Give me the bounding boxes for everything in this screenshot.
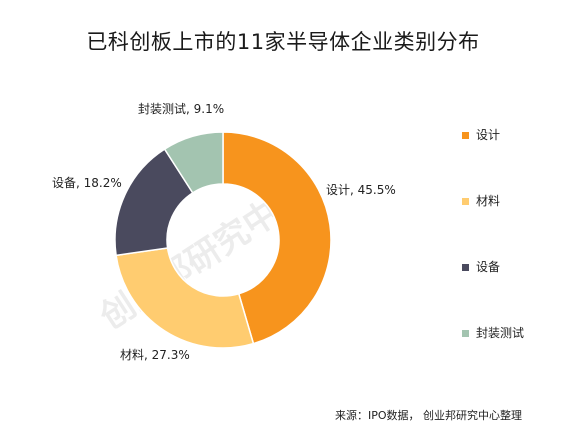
legend-swatch-4 [462,330,469,337]
donut-slices [114,131,332,349]
legend-label-3: 设备 [476,260,500,274]
donut-slice-1 [222,131,332,345]
donut-slice-2 [115,247,255,349]
data-label-4: 封装测试, 9.1% [138,101,224,116]
legend-swatch-2 [462,198,469,205]
data-label-1: 设计, 45.5% [326,183,396,197]
data-label-3: 设备, 18.2% [52,176,122,190]
donut-slice-4 [163,131,224,194]
legend-label-2: 材料 [476,194,500,208]
chart-title: 已科创板上市的11家半导体企业类别分布 [86,30,480,54]
source-note: 来源：IPO数据， 创业邦研究中心整理 [334,409,522,422]
data-label-2: 材料, 27.3% [120,348,190,362]
data-labels: 设计, 45.5% 材料, 27.3% 设备, 18.2% 封装测试, 9.1% [52,101,396,362]
legend-label-1: 设计 [476,128,500,142]
legend-swatch-1 [462,132,469,139]
legend-label-4: 封装测试 [476,325,524,340]
legend-swatch-3 [462,264,469,271]
